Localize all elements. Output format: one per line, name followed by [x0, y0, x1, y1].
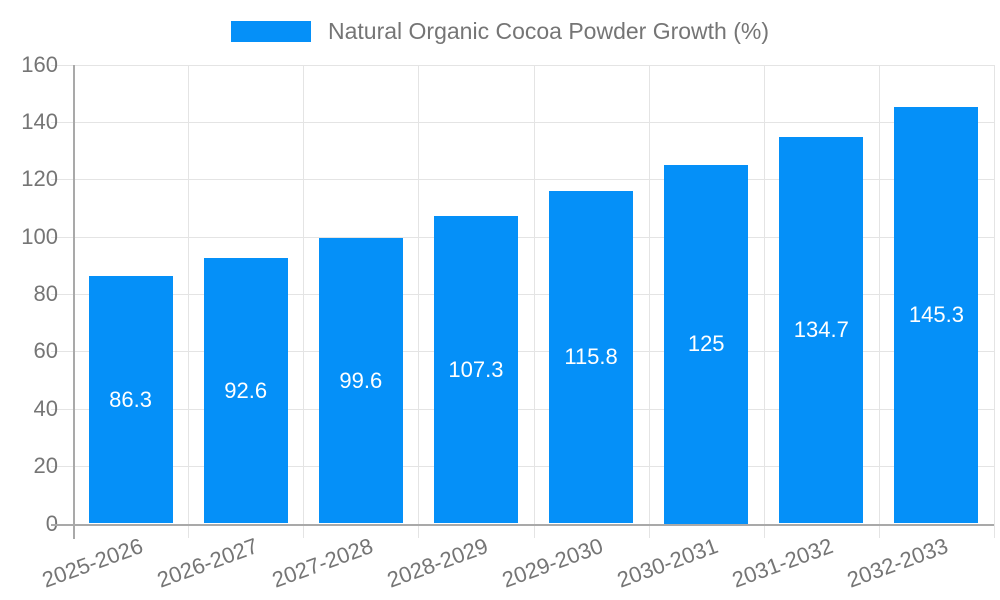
bar-value-label: 125: [687, 331, 725, 357]
x-gridline: [648, 64, 650, 538]
y-axis-tick-label: 140: [21, 108, 58, 134]
y-gridline: [51, 179, 994, 181]
bar-value-label: 107.3: [448, 356, 504, 382]
x-axis-line: [51, 523, 994, 526]
x-gridline: [763, 64, 765, 538]
bar-value-label: 115.8: [564, 344, 618, 370]
y-axis-tick-label: 100: [21, 223, 58, 249]
y-axis-tick-label: 160: [21, 51, 58, 77]
y-gridline: [51, 351, 994, 353]
bar-2030-2031[interactable]: [664, 164, 749, 524]
bar-2031-2032[interactable]: [779, 137, 864, 524]
bar-2025-2026[interactable]: [88, 275, 173, 524]
bar-value-label: 86.3: [109, 386, 152, 412]
bar-2027-2028[interactable]: [318, 237, 403, 524]
x-gridline: [303, 64, 305, 538]
x-gridline: [418, 64, 420, 538]
bar-value-label: 92.6: [224, 377, 268, 403]
chart-legend[interactable]: Natural Organic Cocoa Powder Growth (%): [0, 18, 1000, 44]
y-gridline: [51, 294, 994, 295]
y-gridline: [51, 408, 994, 410]
y-axis-tick-label: 80: [33, 281, 58, 306]
y-axis-tick-label: 0: [0, 511, 58, 536]
y-gridline: [51, 64, 994, 66]
x-gridline: [533, 64, 535, 538]
bar-2032-2033[interactable]: [894, 106, 979, 524]
y-axis-tick-label: 120: [21, 166, 58, 192]
x-gridline: [878, 64, 880, 538]
y-gridline: [51, 121, 994, 123]
legend-swatch-icon: [231, 20, 311, 42]
y-axis-tick-label: 20: [33, 453, 58, 479]
bar-value-label: 145.3: [908, 302, 964, 328]
bar-2029-2030[interactable]: [549, 191, 634, 524]
bar-value-label: 99.6: [339, 367, 383, 393]
bar-2028-2029[interactable]: [433, 215, 518, 524]
legend-label: Natural Organic Cocoa Powder Growth (%): [328, 18, 769, 44]
y-axis-tick-label: 40: [33, 395, 58, 421]
x-gridline: [994, 64, 995, 538]
bar-2026-2027[interactable]: [203, 257, 288, 524]
y-gridline: [51, 236, 994, 238]
y-axis-tick-label: 60: [33, 338, 58, 364]
x-gridline: [188, 64, 190, 538]
y-axis-line: [73, 64, 75, 539]
y-gridline: [51, 466, 994, 468]
bar-value-label: 134.7: [793, 317, 849, 343]
